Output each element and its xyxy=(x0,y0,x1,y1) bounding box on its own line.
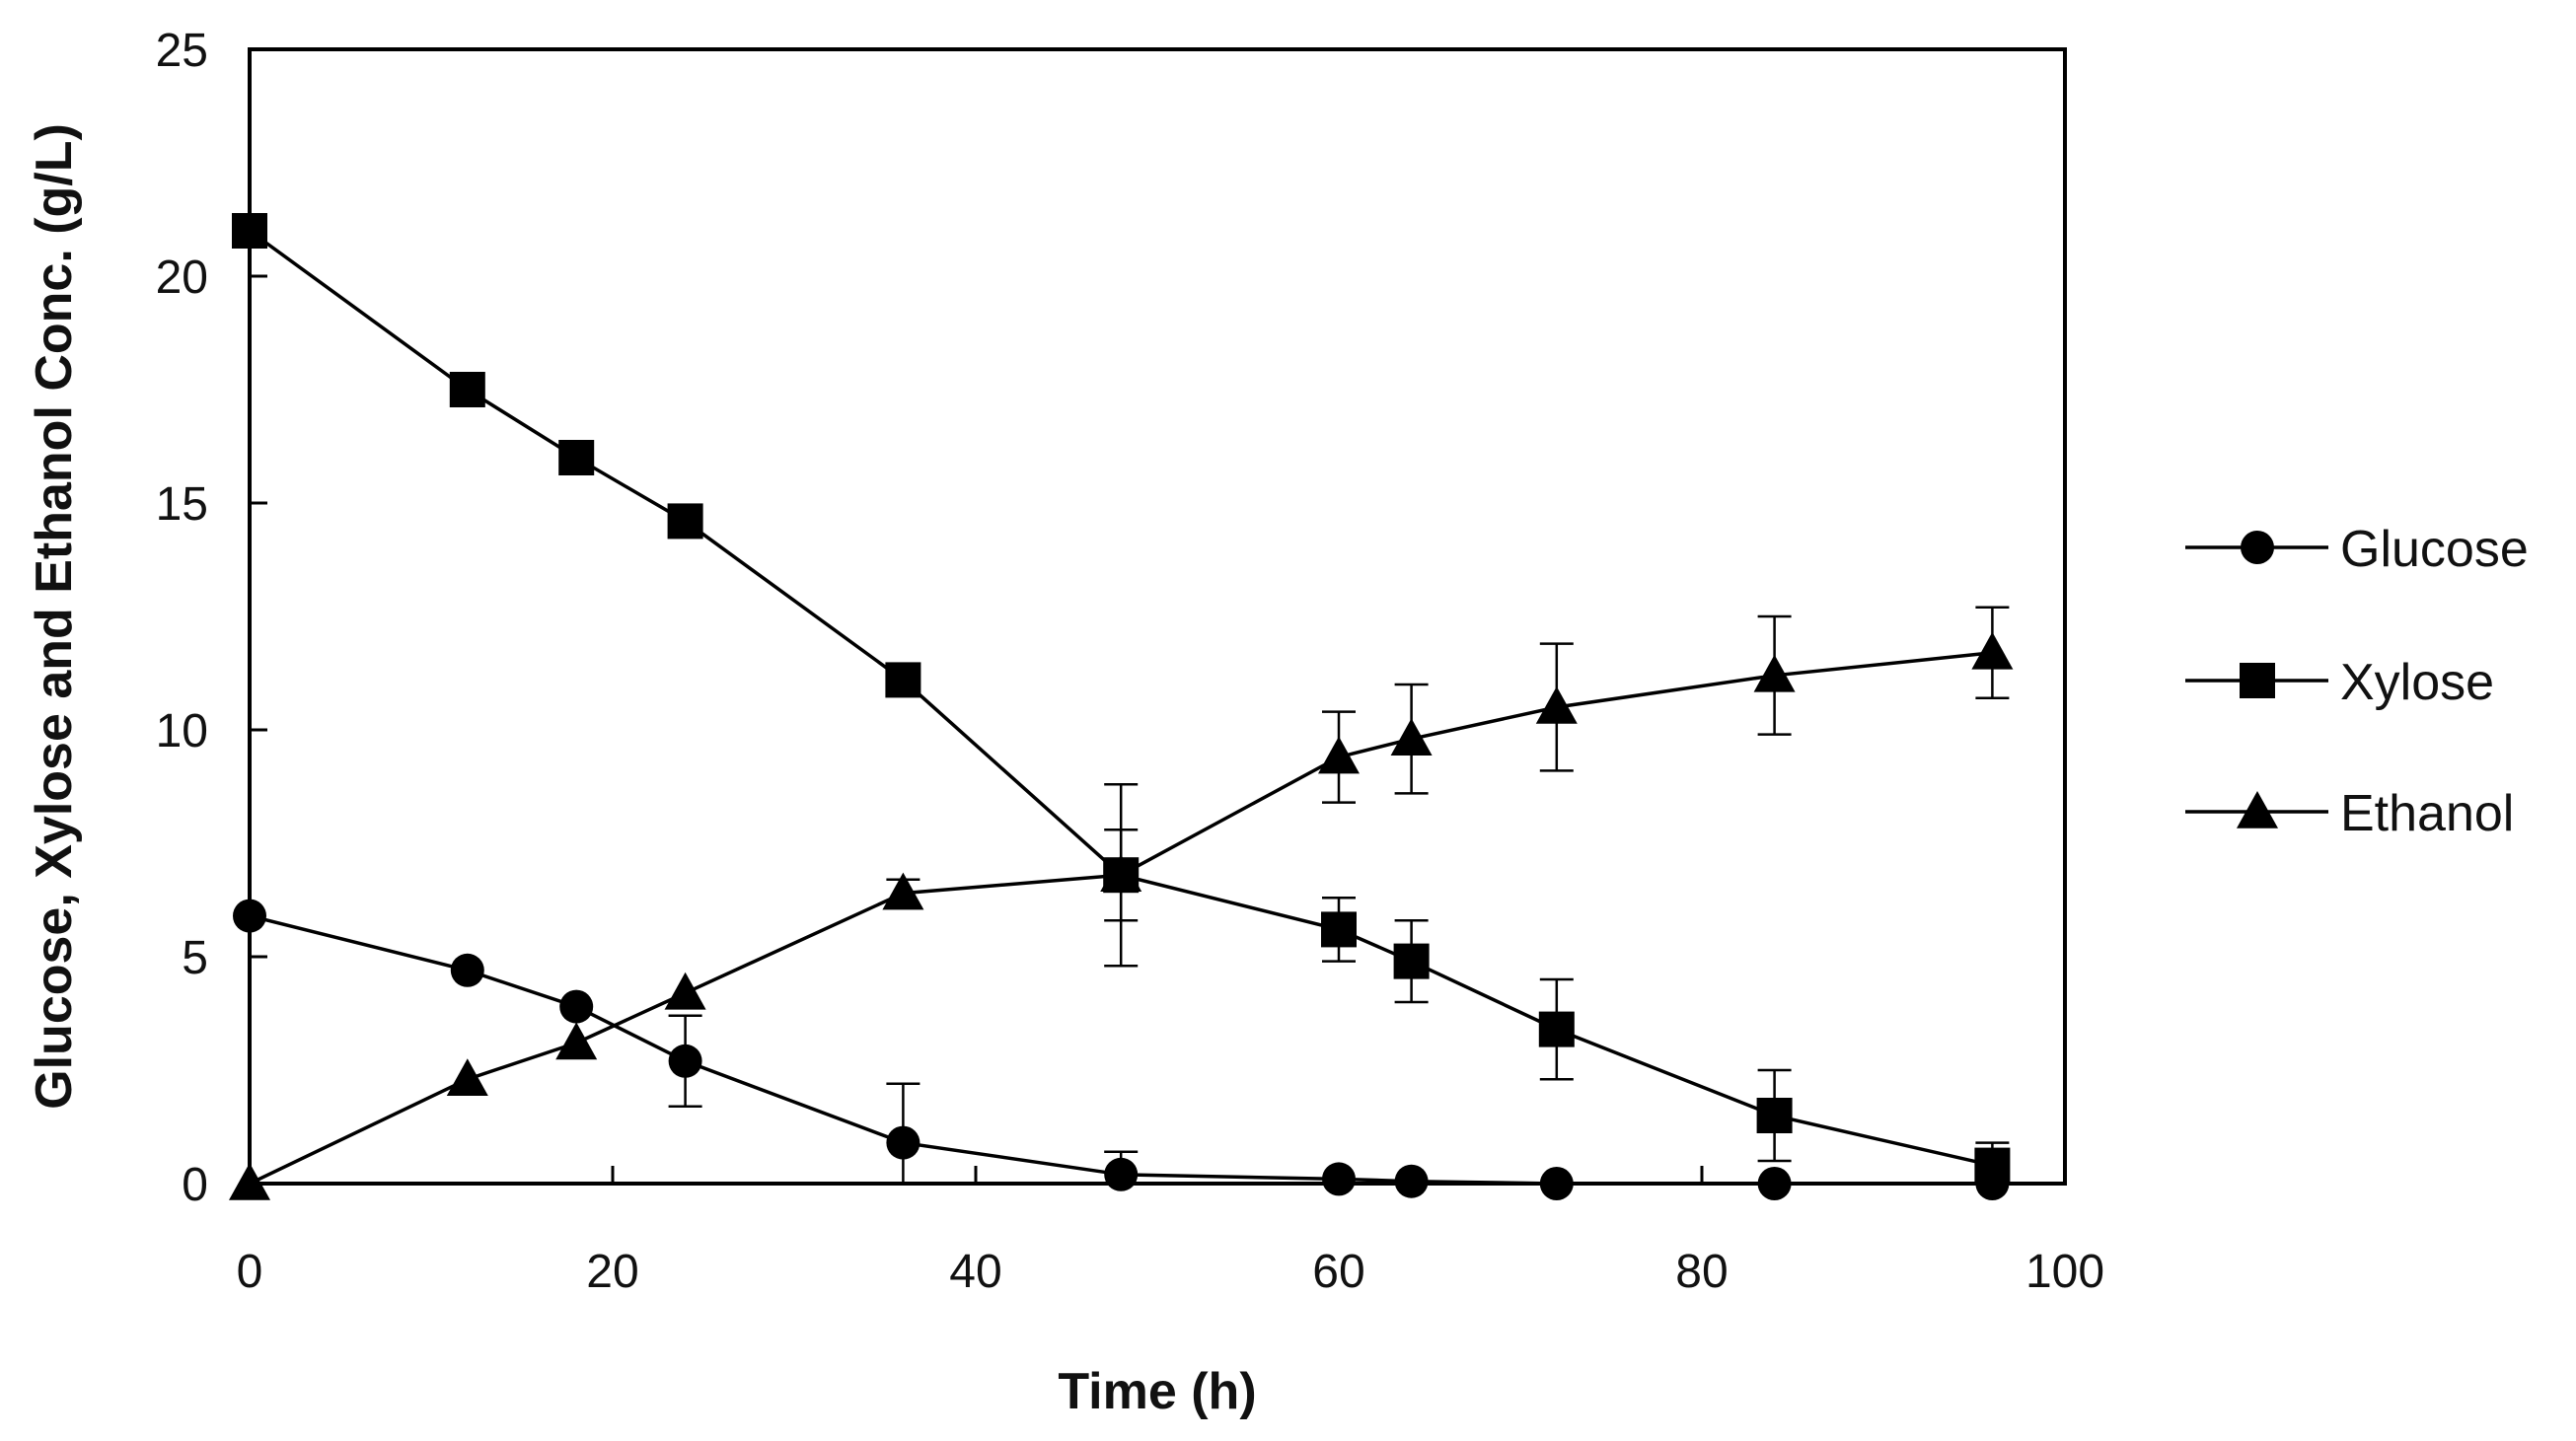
glucose-point xyxy=(233,899,266,933)
ethanol-series xyxy=(229,606,2014,1200)
x-tick-label: 20 xyxy=(586,1246,638,1298)
legend-xylose-label: Xylose xyxy=(2340,654,2494,711)
x-axis-title: Time (h) xyxy=(1058,1363,1256,1420)
xylose-series xyxy=(232,213,2011,1186)
xylose-line xyxy=(248,229,1993,1168)
xylose-point xyxy=(1974,1147,2011,1184)
axis-ticks xyxy=(248,47,2067,1186)
y-tick-label: 0 xyxy=(182,1159,208,1211)
xylose-point xyxy=(1321,911,1357,948)
x-tick-label: 40 xyxy=(949,1246,1001,1298)
legend-ethanol-marker xyxy=(2237,791,2278,829)
glucose-point xyxy=(1394,1164,1429,1198)
xylose-point xyxy=(667,503,703,540)
xylose-point xyxy=(232,213,267,249)
ethanol-point xyxy=(1753,654,1796,692)
xylose-point xyxy=(1756,1098,1793,1133)
xylose-point xyxy=(558,440,595,475)
y-axis-title: Glucose, Xylose and Ethanol Conc. (g/L) xyxy=(26,123,83,1110)
x-tick-label: 80 xyxy=(1675,1246,1728,1298)
x-tick-label: 100 xyxy=(2025,1246,2104,1298)
ethanol-point xyxy=(229,1163,270,1200)
xylose-point xyxy=(449,372,485,407)
y-tick-label: 15 xyxy=(156,478,208,531)
plot-frame xyxy=(248,47,2067,1186)
y-tick-label: 25 xyxy=(156,25,208,77)
legend: Glucose Xylose Ethanol xyxy=(2185,521,2529,842)
y-tick-label: 5 xyxy=(182,932,208,984)
glucose-point xyxy=(1539,1167,1574,1200)
glucose-point xyxy=(450,953,484,987)
ethanol-point xyxy=(555,1022,598,1060)
glucose-point xyxy=(1322,1162,1356,1196)
glucose-point xyxy=(559,989,594,1024)
ethanol-point xyxy=(446,1058,488,1096)
ethanol-point xyxy=(882,872,924,910)
xylose-point xyxy=(1393,943,1430,979)
legend-glucose-label: Glucose xyxy=(2340,521,2529,578)
glucose-point xyxy=(886,1125,920,1160)
legend-ethanol-label: Ethanol xyxy=(2340,785,2514,842)
ethanol-point xyxy=(664,972,706,1010)
glucose-point xyxy=(1104,1157,1139,1191)
glucose-point xyxy=(668,1044,702,1078)
legend-xylose-marker xyxy=(2240,663,2275,698)
xylose-point xyxy=(1538,1011,1575,1047)
tick-labels: 0 20 40 60 80 100 0 5 10 15 20 25 xyxy=(156,25,2104,1298)
y-tick-label: 20 xyxy=(156,252,208,304)
glucose-point xyxy=(1757,1167,1792,1200)
legend-glucose-marker xyxy=(2241,531,2274,564)
xylose-point xyxy=(885,662,921,698)
x-tick-label: 0 xyxy=(237,1246,263,1298)
x-tick-label: 60 xyxy=(1312,1246,1364,1298)
ethanol-point xyxy=(1318,736,1360,774)
y-tick-label: 10 xyxy=(156,705,208,757)
ethanol-point xyxy=(1971,631,2014,670)
series-layer xyxy=(229,213,2014,1200)
ethanol-point xyxy=(1100,854,1142,892)
ethanol-point xyxy=(1535,686,1578,724)
ethanol-point xyxy=(1390,718,1433,756)
